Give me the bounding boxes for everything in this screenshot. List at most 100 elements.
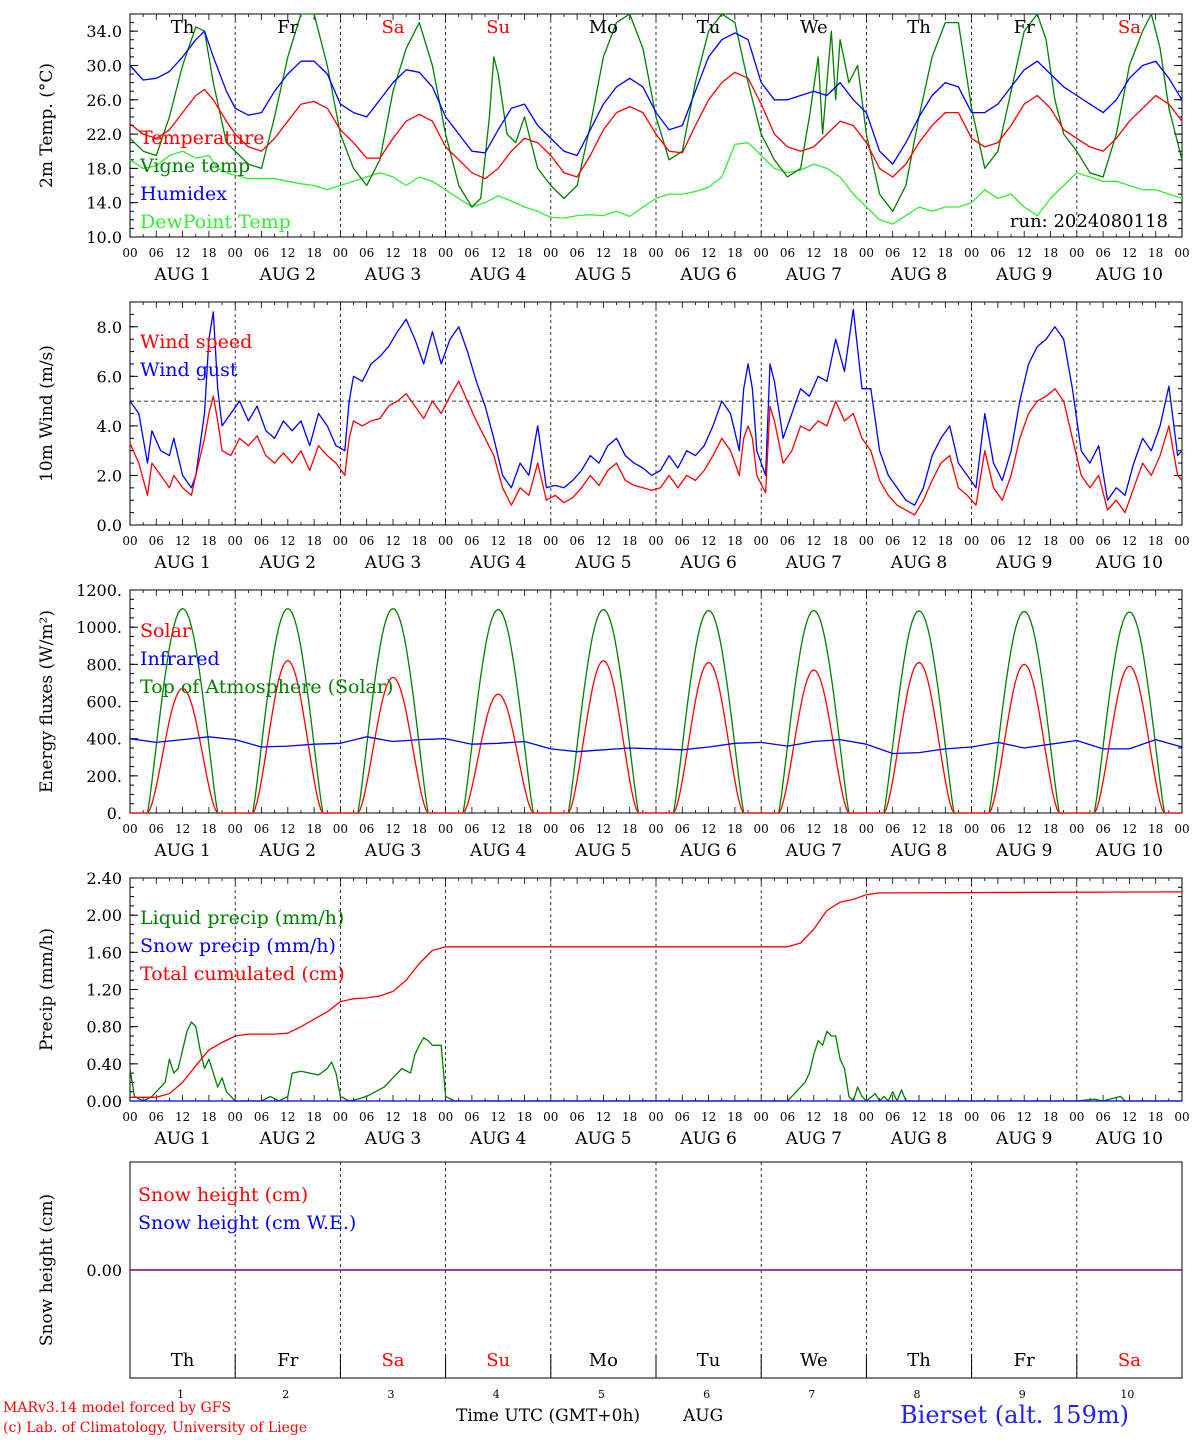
temp-hour-label: 18 xyxy=(412,246,427,260)
wind-hour-label: 18 xyxy=(727,534,742,548)
energy-date-label: AUG 5 xyxy=(574,841,631,861)
wind-hour-label: 18 xyxy=(1148,534,1163,548)
precip-hour-label: 18 xyxy=(1148,1110,1163,1124)
energy-hour-label: 12 xyxy=(175,822,190,836)
snow-legend-item: Snow height (cm W.E.) xyxy=(138,1212,356,1234)
wind-hour-label: 12 xyxy=(175,534,190,548)
energy-hour-label: 12 xyxy=(701,822,716,836)
temp-hour-label: 00 xyxy=(543,246,558,260)
precip-hour-label: 06 xyxy=(990,1110,1005,1124)
wind-hour-label: 18 xyxy=(412,534,427,548)
wind-hour-label: 06 xyxy=(359,534,374,548)
precip-hour-label: 00 xyxy=(648,1110,663,1124)
precip-hour-label: 06 xyxy=(780,1110,795,1124)
wind-series-wind-gust xyxy=(129,308,1183,506)
temp-date-label: AUG 5 xyxy=(574,265,631,285)
snow-day-number: 2 xyxy=(282,1388,289,1401)
temp-hour-label: 00 xyxy=(438,246,453,260)
precip-y-tick-label: 1.20 xyxy=(86,981,122,1000)
energy-hour-label: 06 xyxy=(569,822,584,836)
energy-hour-label: 00 xyxy=(1069,822,1084,836)
energy-y-tick-label: 600. xyxy=(86,693,122,712)
energy-hour-label: 06 xyxy=(885,822,900,836)
wind-date-label: AUG 9 xyxy=(995,553,1052,573)
snow-day-number: 10 xyxy=(1120,1388,1134,1401)
precip-hour-label: 06 xyxy=(149,1110,164,1124)
wind-hour-label: 12 xyxy=(1122,534,1137,548)
wind-legend-wind-speed: Wind speed xyxy=(140,331,252,353)
energy-hour-label: 12 xyxy=(1017,822,1032,836)
temp-date-label: AUG 4 xyxy=(469,265,526,285)
precip-hour-label: 00 xyxy=(859,1110,874,1124)
energy-hour-label: 12 xyxy=(596,822,611,836)
energy-hour-label: 06 xyxy=(254,822,269,836)
precip-date-label: AUG 9 xyxy=(995,1129,1052,1149)
temp-hour-label: 06 xyxy=(464,246,479,260)
wind-hour-label: 00 xyxy=(228,534,243,548)
temp-hour-label: 12 xyxy=(175,246,190,260)
snow-day-name: Th xyxy=(171,1350,195,1371)
temp-hour-label: 00 xyxy=(964,246,979,260)
energy-hour-label: 06 xyxy=(780,822,795,836)
precip-hour-label: 18 xyxy=(727,1110,742,1124)
precip-series-liquid-precip-mm-h- xyxy=(129,1021,1182,1102)
wind-date-label: AUG 8 xyxy=(890,553,947,573)
temp-hour-label: 12 xyxy=(1122,246,1137,260)
temp-day-name: We xyxy=(800,17,828,38)
temp-date-label: AUG 7 xyxy=(785,265,842,285)
precip-legend-total-cumulated-cm: Total cumulated (cm) xyxy=(140,963,345,985)
temp-hour-label: 18 xyxy=(201,246,216,260)
temp-hour-label: 06 xyxy=(359,246,374,260)
precip-hour-label: 12 xyxy=(175,1110,190,1124)
wind-hour-label: 06 xyxy=(780,534,795,548)
snow-day-name: Fr xyxy=(1014,1350,1035,1371)
energy-hour-label: 06 xyxy=(149,822,164,836)
temp-hour-label: 06 xyxy=(675,246,690,260)
energy-hour-label: 18 xyxy=(1148,822,1163,836)
energy-date-label: AUG 10 xyxy=(1095,841,1163,861)
temp-hour-label: 00 xyxy=(122,246,137,260)
energy-hour-label: 12 xyxy=(385,822,400,836)
snow-day-number: 1 xyxy=(177,1388,184,1401)
snow-day-number: 4 xyxy=(493,1388,500,1401)
energy-hour-label: 00 xyxy=(438,822,453,836)
wind-date-label: AUG 2 xyxy=(259,553,316,573)
energy-hour-label: 18 xyxy=(938,822,953,836)
wind-hour-label: 18 xyxy=(1043,534,1058,548)
precip-date-label: AUG 5 xyxy=(574,1129,631,1149)
temp-date-label: AUG 3 xyxy=(364,265,421,285)
precip-date-label: AUG 1 xyxy=(153,1129,210,1149)
precip-series-total-cumulated-cm- xyxy=(130,891,1183,1098)
wind-hour-label: 12 xyxy=(280,534,295,548)
temp-hour-label: 18 xyxy=(938,246,953,260)
wind-date-label: AUG 7 xyxy=(785,553,842,573)
precip-hour-label: 18 xyxy=(938,1110,953,1124)
temp-hour-label: 06 xyxy=(780,246,795,260)
temp-y-tick-label: 34.0 xyxy=(86,22,122,41)
wind-hour-label: 18 xyxy=(201,534,216,548)
energy-hour-label: 00 xyxy=(859,822,874,836)
energy-hour-label: 00 xyxy=(1174,822,1189,836)
energy-legend-solar: Solar xyxy=(140,620,192,642)
temp-y-tick-label: 14.0 xyxy=(86,194,122,213)
snow-day-number: 3 xyxy=(388,1388,395,1401)
energy-date-label: AUG 1 xyxy=(153,841,210,861)
energy-legend-infrared: Infrared xyxy=(140,648,220,670)
temp-day-name: Sa xyxy=(381,17,404,38)
precip-hour-label: 00 xyxy=(228,1110,243,1124)
wind-hour-label: 12 xyxy=(701,534,716,548)
snow-day-name: Tu xyxy=(697,1350,721,1371)
precip-y-axis-label: Precip (mm/h) xyxy=(37,928,57,1051)
precip-hour-label: 06 xyxy=(675,1110,690,1124)
temp-hour-label: 00 xyxy=(333,246,348,260)
temp-day-name: Mo xyxy=(589,17,618,38)
wind-hour-label: 18 xyxy=(306,534,321,548)
snow-day-name: We xyxy=(800,1350,828,1371)
wind-hour-label: 00 xyxy=(543,534,558,548)
energy-legend-top-of-atmosphere-solar: Top of Atmosphere (Solar) xyxy=(140,676,393,698)
snow-day-number: 7 xyxy=(808,1388,815,1401)
temp-y-axis-label: 2m Temp. (°C) xyxy=(37,63,57,188)
energy-hour-label: 18 xyxy=(201,822,216,836)
temp-hour-label: 12 xyxy=(701,246,716,260)
energy-series-infrared xyxy=(129,736,1183,755)
